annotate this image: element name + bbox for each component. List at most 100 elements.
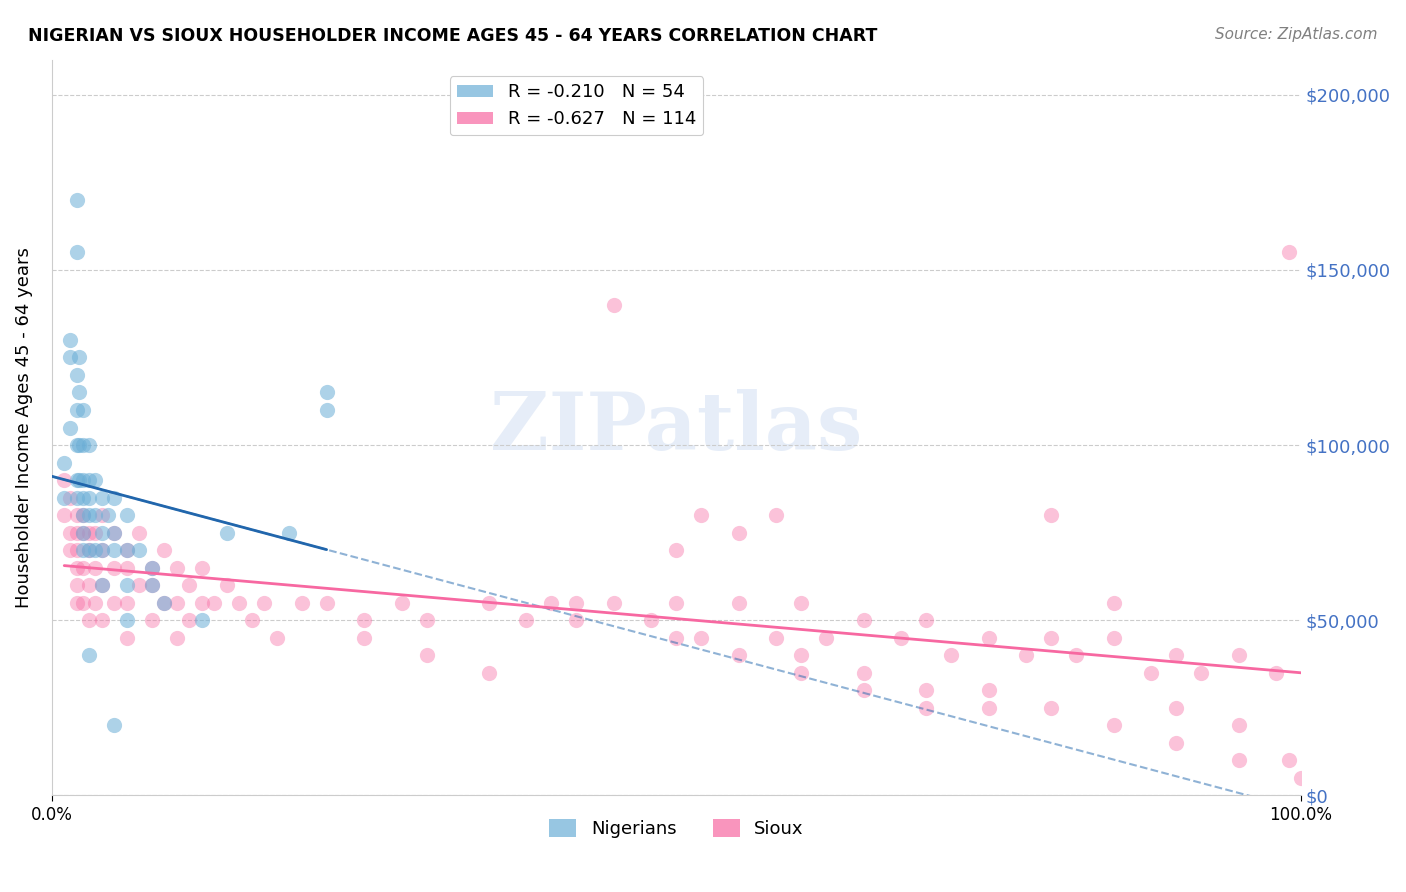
Point [727,525,749,540]
Point [97,508,120,522]
Point [166,596,188,610]
Point [66,543,89,558]
Point [852,613,875,627]
Point [141,613,163,627]
Point [72,491,94,505]
Point [565,596,588,610]
Point [315,385,337,400]
Point [115,508,138,522]
Y-axis label: Householder Income Ages 45 - 64 years: Householder Income Ages 45 - 64 years [15,247,32,608]
Point [115,560,138,574]
Point [215,525,238,540]
Point [153,543,176,558]
Point [103,543,125,558]
Point [84,543,107,558]
Point [215,578,238,592]
Point [1289,771,1312,785]
Point [1227,753,1250,767]
Point [690,508,713,522]
Point [1040,701,1063,715]
Point [103,718,125,732]
Point [67,473,90,487]
Point [852,665,875,680]
Point [190,560,212,574]
Point [790,665,813,680]
Point [1227,648,1250,663]
Point [1164,736,1187,750]
Point [141,560,163,574]
Point [66,491,89,505]
Point [59,333,82,347]
Point [66,403,89,417]
Point [202,596,225,610]
Point [278,525,301,540]
Point [665,596,688,610]
Point [1102,596,1125,610]
Point [84,525,107,540]
Point [77,491,100,505]
Point [90,578,112,592]
Point [115,613,138,627]
Point [153,596,176,610]
Point [665,631,688,645]
Point [1227,718,1250,732]
Point [77,613,100,627]
Point [141,560,163,574]
Point [66,596,89,610]
Point [190,596,212,610]
Point [415,648,437,663]
Point [141,578,163,592]
Point [84,560,107,574]
Point [478,596,501,610]
Point [72,438,94,452]
Point [603,298,626,312]
Point [415,613,437,627]
Point [72,525,94,540]
Point [77,473,100,487]
Point [90,578,112,592]
Point [66,473,89,487]
Point [1140,665,1163,680]
Point [166,560,188,574]
Point [291,596,314,610]
Point [141,578,163,592]
Point [72,403,94,417]
Point [690,631,713,645]
Point [90,613,112,627]
Point [72,508,94,522]
Point [915,701,938,715]
Text: NIGERIAN VS SIOUX HOUSEHOLDER INCOME AGES 45 - 64 YEARS CORRELATION CHART: NIGERIAN VS SIOUX HOUSEHOLDER INCOME AGE… [28,27,877,45]
Point [179,578,201,592]
Point [103,560,125,574]
Point [59,543,82,558]
Point [66,508,89,522]
Point [84,508,107,522]
Point [852,683,875,698]
Point [1040,631,1063,645]
Point [67,351,90,365]
Point [53,491,76,505]
Point [315,596,337,610]
Point [77,578,100,592]
Point [115,543,138,558]
Point [77,543,100,558]
Point [1102,718,1125,732]
Point [115,596,138,610]
Point [90,491,112,505]
Point [890,631,912,645]
Point [166,631,188,645]
Point [315,403,337,417]
Point [603,596,626,610]
Point [915,683,938,698]
Point [1164,701,1187,715]
Point [128,543,150,558]
Point [515,613,537,627]
Point [153,596,176,610]
Point [103,525,125,540]
Point [66,560,89,574]
Point [53,473,76,487]
Point [115,543,138,558]
Text: Source: ZipAtlas.com: Source: ZipAtlas.com [1215,27,1378,42]
Point [765,631,787,645]
Point [90,543,112,558]
